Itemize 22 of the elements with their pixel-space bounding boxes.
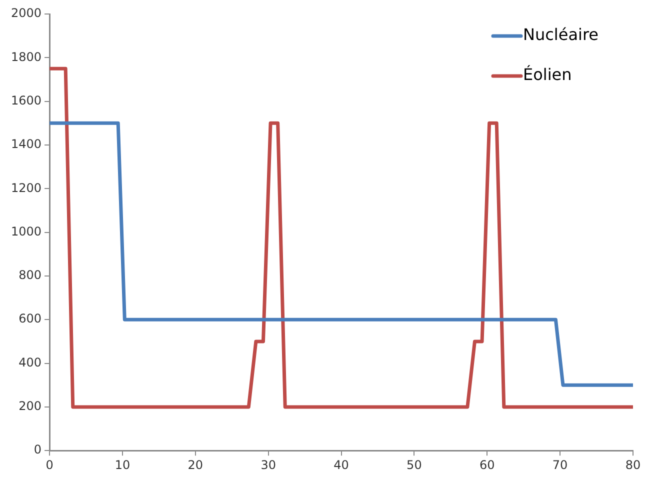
x-tick-label: 40 (334, 458, 349, 472)
x-tick-label: 70 (552, 458, 568, 472)
x-tick-label: 80 (625, 458, 641, 472)
y-tick-label: 1200 (10, 180, 42, 195)
y-tick-label: 200 (18, 399, 42, 414)
x-tick-label: 20 (188, 458, 204, 472)
x-tick-label: 10 (114, 458, 130, 472)
y-tick-label: 1400 (10, 137, 42, 152)
y-tick-label: 1800 (10, 50, 42, 64)
legend-label: Nucléaire (523, 25, 599, 44)
y-tick-label: 2000 (10, 6, 42, 20)
legend-label: Éolien (523, 65, 572, 84)
y-tick-label: 800 (18, 268, 42, 282)
y-tick-label: 400 (18, 355, 42, 370)
y-tick-label: 1000 (10, 224, 42, 238)
x-tick-label: 30 (260, 458, 276, 472)
y-tick-label: 600 (18, 312, 42, 326)
x-tick-label: 0 (46, 458, 54, 472)
y-tick-label: 0 (34, 442, 42, 457)
x-tick-label: 50 (406, 458, 422, 472)
x-tick-label: 60 (479, 458, 495, 472)
y-tick-label: 1600 (10, 93, 42, 108)
